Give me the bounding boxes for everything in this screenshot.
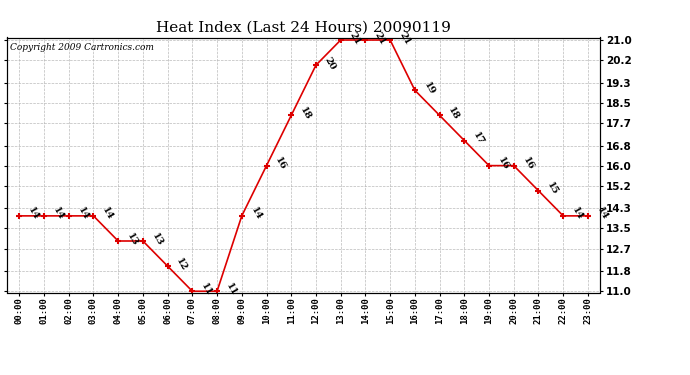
Text: 13: 13 [125, 231, 139, 247]
Text: Copyright 2009 Cartronics.com: Copyright 2009 Cartronics.com [10, 43, 154, 52]
Text: 12: 12 [175, 256, 189, 272]
Text: 16: 16 [273, 156, 288, 172]
Text: 21: 21 [348, 30, 362, 46]
Text: 16: 16 [521, 156, 535, 172]
Text: 14: 14 [76, 206, 90, 222]
Text: 14: 14 [570, 206, 584, 222]
Text: 15: 15 [545, 181, 560, 197]
Text: 21: 21 [397, 30, 411, 46]
Text: 11: 11 [199, 281, 214, 297]
Text: 19: 19 [422, 80, 436, 96]
Text: 16: 16 [496, 156, 511, 172]
Text: 13: 13 [150, 231, 164, 247]
Text: 20: 20 [323, 55, 337, 71]
Text: 14: 14 [100, 206, 115, 222]
Text: 14: 14 [51, 206, 66, 222]
Text: 17: 17 [471, 130, 486, 147]
Text: 14: 14 [595, 206, 609, 222]
Text: 18: 18 [446, 105, 461, 122]
Text: 14: 14 [26, 206, 41, 222]
Text: 11: 11 [224, 281, 239, 297]
Text: 18: 18 [298, 105, 313, 122]
Text: 21: 21 [373, 30, 387, 46]
Text: 14: 14 [248, 206, 263, 222]
Title: Heat Index (Last 24 Hours) 20090119: Heat Index (Last 24 Hours) 20090119 [156, 21, 451, 35]
